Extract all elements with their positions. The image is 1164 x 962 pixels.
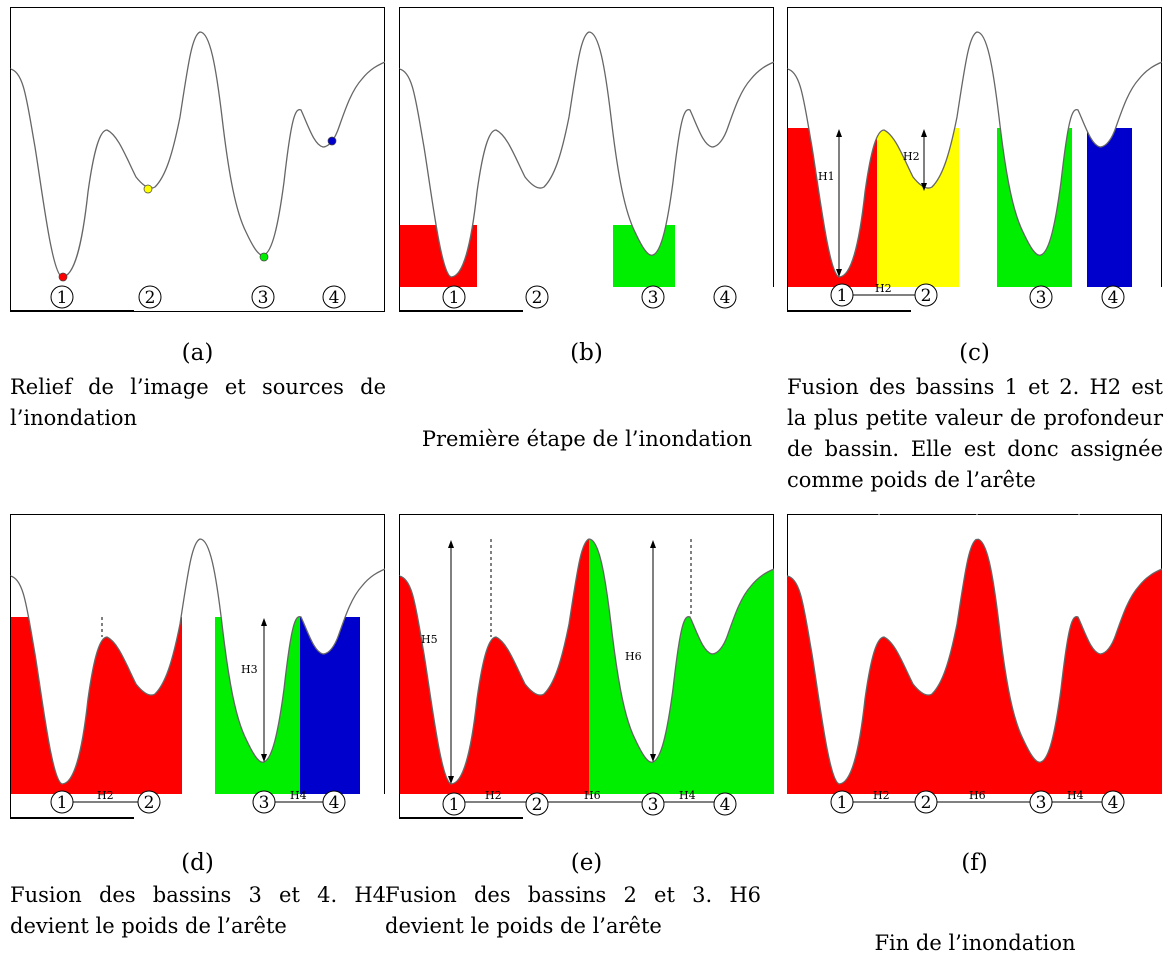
flood-step-2-figure: H1 H2 H2 1 2 3 4	[787, 7, 1162, 312]
edge-label-3-4: H4	[1067, 789, 1084, 802]
node-3-label: 3	[648, 288, 659, 308]
panel-f-caption: Fin de l’inondation	[874, 931, 1076, 955]
graph-nodes: 1 2 3 4	[50, 790, 346, 814]
panel-d: H3 H4 H2 H4 1 2 3 4	[10, 514, 385, 819]
panel-a-caption: Relief de l’image et sources de l’inonda…	[10, 375, 386, 430]
depth-arrow-h5	[448, 540, 454, 784]
node-1-label: 1	[57, 793, 68, 813]
source-3-marker	[259, 252, 269, 262]
source-4-marker	[327, 136, 337, 146]
node-1-label: 1	[57, 288, 68, 308]
node-2-label: 2	[532, 288, 543, 308]
panel-b-label: (b)	[570, 340, 603, 366]
panel-e: H5 H6 H2 H6 H4 1 2 3 4	[399, 514, 774, 819]
graph-nodes: 1 2 3 4	[442, 285, 737, 309]
node-3-label: 3	[1036, 288, 1047, 308]
node-1-label: 1	[449, 795, 460, 815]
graph-nodes: 1 2 3 4	[50, 285, 346, 309]
panel-b-caption: Première étape de l’inondation	[421, 427, 753, 451]
node-3-label: 3	[259, 793, 270, 813]
edge-label-2-3: H6	[969, 789, 986, 802]
flood-step-1-figure: 1 2 3 4	[399, 7, 774, 312]
edge-label-1-2: H2	[485, 789, 502, 802]
edge-label-2-3: H6	[584, 789, 601, 802]
panel-e-label: (e)	[570, 850, 603, 876]
graph-nodes: 1 2 3 4	[830, 790, 1125, 814]
panel-f-label: (f)	[961, 850, 988, 876]
node-4-label: 4	[329, 793, 340, 813]
panel-b: 1 2 3 4	[399, 7, 774, 312]
height-label-h6: H6	[625, 650, 642, 663]
panel-a-label: (a)	[181, 340, 214, 366]
node-4-label: 4	[720, 288, 731, 308]
node-1-label: 1	[449, 288, 460, 308]
panel-c-label: (c)	[959, 340, 990, 366]
node-1-label: 1	[837, 286, 848, 306]
flood-step-3-figure: H3 H4 H2 H4 1 2 3 4	[10, 514, 385, 819]
node-2-label: 2	[532, 795, 543, 815]
source-1-marker	[58, 272, 68, 282]
depth-arrow-h3	[261, 618, 267, 762]
node-4-label: 4	[1108, 793, 1119, 813]
node-3-label: 3	[648, 795, 659, 815]
edge-label-1-2: H2	[873, 789, 890, 802]
height-label-h5: H5	[421, 633, 438, 646]
panel-d-label: (d)	[181, 850, 214, 876]
height-label-h2: H2	[903, 150, 920, 163]
height-label-h3: H3	[241, 663, 258, 676]
depth-arrow-h6	[650, 540, 656, 762]
node-1-label: 1	[837, 793, 848, 813]
node-4-label: 4	[720, 795, 731, 815]
node-4-label: 4	[329, 288, 340, 308]
edge-label-3-4: H4	[290, 789, 307, 802]
source-2-marker	[143, 184, 153, 194]
relief-figure: 1 2 3 4	[10, 7, 385, 312]
height-label-h4: H4	[311, 620, 328, 633]
depth-arrow-h1	[836, 129, 842, 277]
depth-arrow-h2	[921, 129, 927, 191]
node-2-label: 2	[144, 793, 155, 813]
node-2-label: 2	[921, 793, 932, 813]
edge-label-1-2: H2	[875, 282, 892, 295]
node-4-label: 4	[1108, 288, 1119, 308]
graph-nodes: 1 2 3 4	[830, 283, 1125, 309]
node-2-label: 2	[145, 288, 156, 308]
panel-d-caption: Fusion des bassins 3 et 4. H4 devient le…	[10, 883, 386, 938]
panel-c: H1 H2 H2 1 2 3 4	[787, 7, 1162, 312]
panel-a: 1 2 3 4	[10, 7, 385, 312]
graph-nodes: 1 2 3 4	[442, 792, 737, 816]
basin-4-water	[1087, 128, 1132, 312]
panel-c-caption: Fusion des bassins 1 et 2. H2 est la plu…	[787, 375, 1163, 492]
edge-label-3-4: H4	[679, 789, 696, 802]
panel-f: H2 H6 H4 1 2 3 4	[787, 514, 1162, 819]
node-3-label: 3	[258, 288, 269, 308]
flood-step-4-figure: H5 H6 H2 H6 H4 1 2 3 4	[399, 514, 774, 819]
node-3-label: 3	[1036, 793, 1047, 813]
node-2-label: 2	[921, 286, 932, 306]
depth-arrow-h4	[331, 618, 337, 640]
panel-e-caption: Fusion des bassins 2 et 3. H6 devient le…	[385, 883, 761, 938]
flood-final-figure: H2 H6 H4 1 2 3 4	[787, 514, 1162, 819]
edge-label-1-2: H2	[97, 789, 114, 802]
height-label-h1: H1	[818, 170, 835, 183]
